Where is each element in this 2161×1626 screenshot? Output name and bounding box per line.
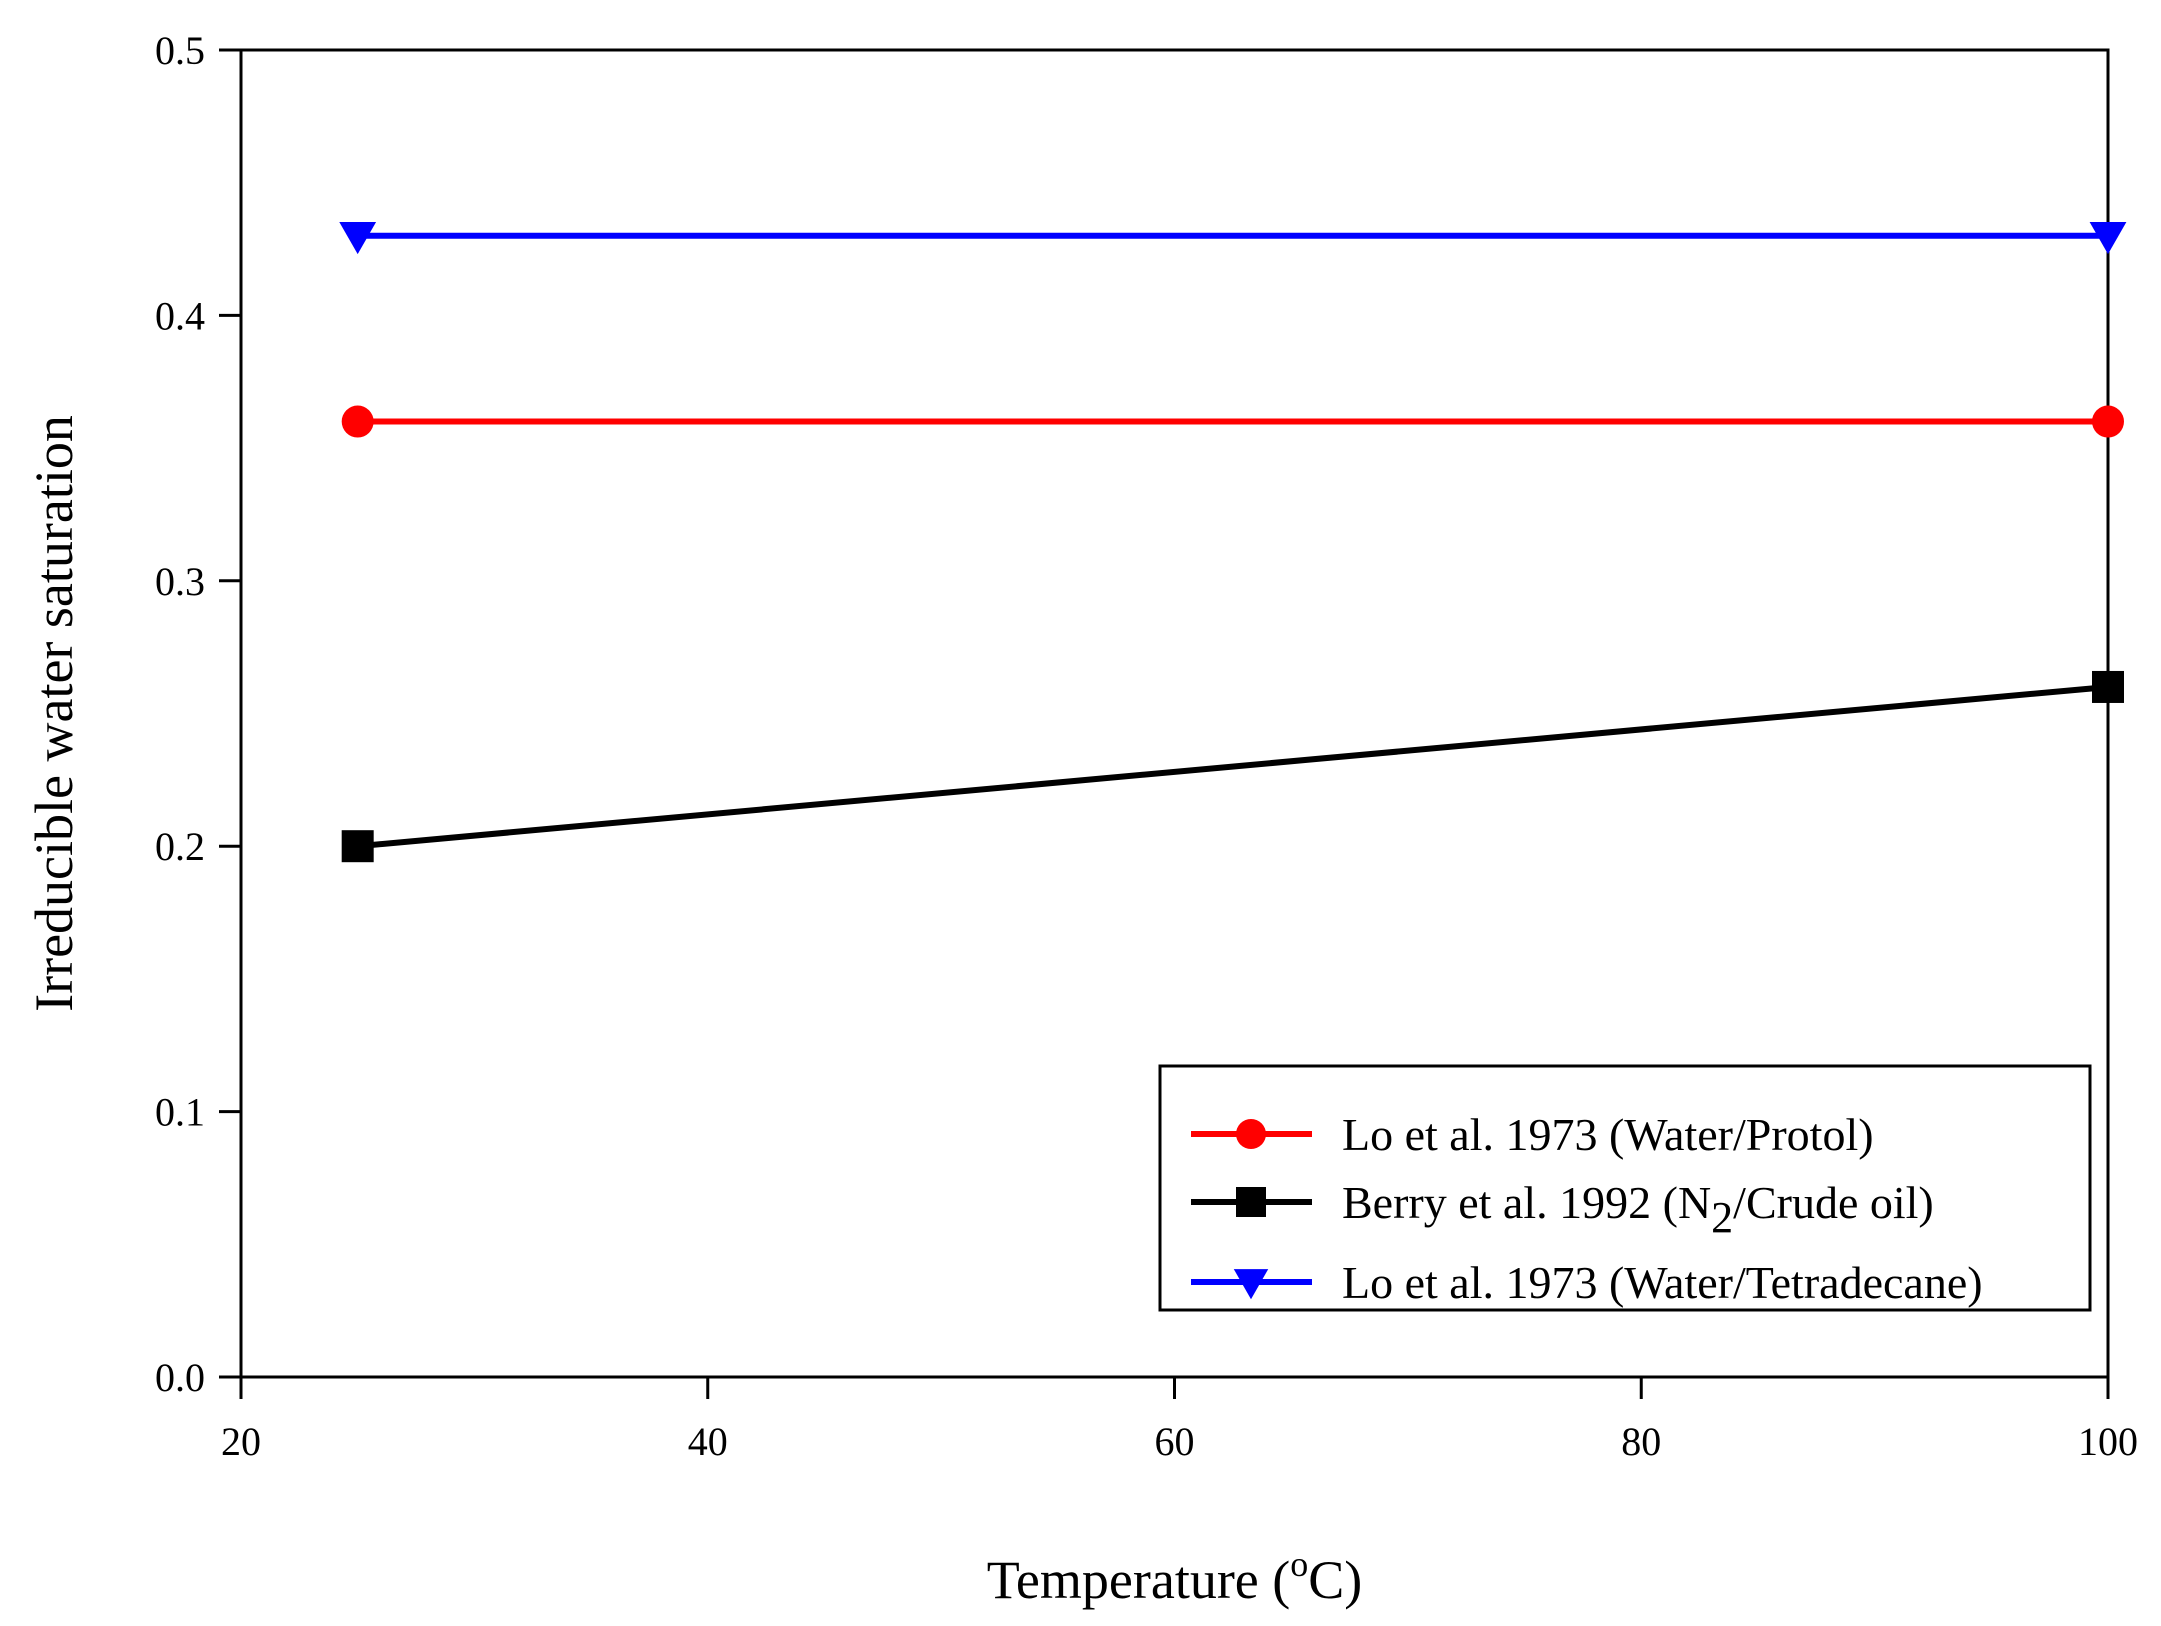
legend: Lo et al. 1973 (Water/Protol) Berry et al… [1158, 1064, 2092, 1312]
x-tick-label-60: 60 [1155, 1419, 1195, 1464]
series-2 [339, 221, 2127, 255]
x-tick-label-100: 100 [2078, 1419, 2138, 1464]
legend-label-0: Lo et al. 1973 (Water/Protol) [1342, 1109, 1874, 1160]
series-line-1 [357, 683, 2109, 850]
data-point-0-0 [341, 405, 374, 438]
y-tick-label-0.5: 0.5 [155, 28, 205, 73]
x-tick-label-20: 20 [221, 1419, 261, 1464]
y-axis-title: Irreducible water saturation [24, 415, 84, 1012]
data-point-2-1 [2089, 221, 2127, 255]
x-tick-label-80: 80 [1621, 1419, 1661, 1464]
legend-swatch-marker-1 [1236, 1187, 1266, 1217]
y-tick-label-0.3: 0.3 [155, 559, 205, 604]
legend-swatch-marker-2 [1233, 1269, 1269, 1300]
data-point-1-1 [2092, 670, 2124, 703]
series-0 [341, 405, 2124, 438]
y-tick-label-0.1: 0.1 [155, 1090, 205, 1135]
x-axis-title: Temperature (oC) [987, 1544, 1363, 1610]
series-1 [341, 670, 2124, 863]
series-layer [339, 221, 2127, 863]
legend-label-1: Berry et al. 1992 (N2/Crude oil) [1342, 1177, 1934, 1242]
data-point-1-0 [341, 830, 374, 863]
data-point-0-1 [2092, 405, 2124, 438]
legend-entry-0: Lo et al. 1973 (Water/Protol) [1191, 1109, 1874, 1160]
legend-entry-1: Berry et al. 1992 (N2/Crude oil) [1191, 1177, 1934, 1242]
x-tick-label-40: 40 [688, 1419, 728, 1464]
y-tick-label-0: 0.0 [155, 1355, 205, 1400]
data-point-2-0 [339, 221, 377, 255]
legend-swatch-marker-0 [1236, 1119, 1266, 1149]
axes-layer: 20 40 60 80 100 0.0 0.1 0.2 0.3 0.4 0.5 Temperature… [24, 28, 2138, 1610]
y-tick-label-0.2: 0.2 [155, 824, 205, 869]
legend-label-2: Lo et al. 1973 (Water/Tetradecane) [1342, 1257, 1983, 1308]
y-tick-label-0.4: 0.4 [155, 293, 205, 338]
legend-entry-2: Lo et al. 1973 (Water/Tetradecane) [1191, 1257, 1983, 1308]
legend-box [1158, 1064, 2092, 1312]
